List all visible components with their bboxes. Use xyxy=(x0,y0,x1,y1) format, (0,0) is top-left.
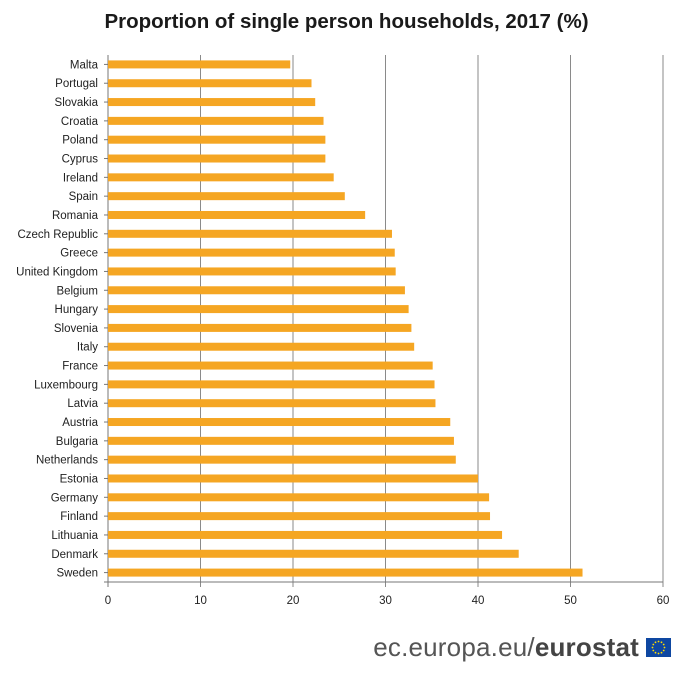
flag-star xyxy=(663,646,666,648)
category-label: Netherlands xyxy=(36,455,98,467)
bar xyxy=(108,116,324,125)
category-label: Romania xyxy=(52,210,99,222)
category-label: Sweden xyxy=(56,568,98,580)
category-label: Denmark xyxy=(51,549,98,561)
category-label: Finland xyxy=(60,511,98,523)
bar xyxy=(108,323,412,332)
eu-flag-icon xyxy=(646,637,671,657)
category-label: Estonia xyxy=(60,473,99,485)
bar xyxy=(108,418,451,427)
bar xyxy=(108,512,491,521)
x-tick-label: 20 xyxy=(287,595,300,607)
flag-star xyxy=(654,651,657,654)
category-label: Cyprus xyxy=(62,154,99,166)
bar xyxy=(108,210,366,219)
category-label: Poland xyxy=(62,135,98,147)
category-label: Slovakia xyxy=(55,97,99,109)
category-label: Czech Republic xyxy=(17,229,98,241)
bar xyxy=(108,229,392,238)
flag-star xyxy=(662,643,665,645)
x-tick-label: 50 xyxy=(564,595,577,607)
category-label: Croatia xyxy=(61,116,99,128)
bars xyxy=(108,60,583,577)
bar xyxy=(108,286,405,295)
bar xyxy=(108,549,519,558)
gridlines xyxy=(107,55,664,587)
x-tick-label: 10 xyxy=(194,595,207,607)
x-axis: 0 10 20 30 40 50 60 xyxy=(104,63,670,607)
bar xyxy=(108,380,435,389)
bar xyxy=(108,154,326,163)
bar xyxy=(108,248,395,257)
bar xyxy=(108,98,316,107)
category-label: Greece xyxy=(60,248,98,260)
bar xyxy=(108,493,490,502)
footer-text: ec.europa.eu/eurostat xyxy=(373,632,639,663)
footer: ec.europa.eu/eurostat xyxy=(373,632,671,662)
x-tick-label: 30 xyxy=(379,595,392,607)
flag-star xyxy=(652,643,655,645)
category-labels: Malta Portugal Slovakia Croatia Poland Cyprus… xyxy=(16,59,98,579)
bar xyxy=(108,135,326,144)
bar xyxy=(108,60,291,69)
x-tick-label: 0 xyxy=(105,595,111,607)
category-label: Ireland xyxy=(63,172,98,184)
category-label: Italy xyxy=(77,342,98,354)
flag-star xyxy=(651,646,654,648)
category-label: Lithuania xyxy=(51,530,98,542)
bar xyxy=(108,436,454,445)
x-tick-label: 60 xyxy=(657,595,670,607)
bar xyxy=(108,192,345,201)
bar xyxy=(108,568,583,577)
category-label: United Kingdom xyxy=(16,266,98,278)
category-label: Bulgaria xyxy=(56,436,99,448)
category-label: Portugal xyxy=(55,78,98,90)
category-label: Germany xyxy=(51,492,99,504)
category-label: Spain xyxy=(69,191,98,203)
x-tick-label: 40 xyxy=(472,595,485,607)
category-label: Latvia xyxy=(67,398,98,410)
flag-star xyxy=(662,649,665,651)
category-label: Luxembourg xyxy=(34,379,98,391)
category-label: France xyxy=(62,361,98,373)
bar xyxy=(108,267,396,276)
flag-star xyxy=(657,640,660,642)
flag-star xyxy=(657,652,660,654)
bar xyxy=(108,474,478,483)
bar xyxy=(108,399,436,408)
bar xyxy=(108,361,433,370)
bar xyxy=(108,342,415,351)
bar xyxy=(108,455,456,464)
flag-star xyxy=(660,640,663,643)
chart-title: Proportion of single person households, … xyxy=(104,10,589,33)
bar xyxy=(108,530,503,539)
flag-star xyxy=(654,640,657,643)
bar xyxy=(108,173,334,182)
flag-star xyxy=(660,651,663,654)
category-label: Belgium xyxy=(56,285,98,297)
flag-star xyxy=(652,649,655,651)
bar xyxy=(108,305,409,314)
bar xyxy=(108,79,312,88)
footer-brand: eurostat xyxy=(534,631,639,662)
category-label: Malta xyxy=(70,59,99,71)
footer-site: ec.europa.eu/ xyxy=(373,631,535,662)
category-label: Hungary xyxy=(55,304,99,316)
chart: Malta Portugal Slovakia Croatia Poland Cyprus… xyxy=(16,55,670,607)
category-label: Slovenia xyxy=(54,323,99,335)
category-label: Austria xyxy=(62,417,98,429)
